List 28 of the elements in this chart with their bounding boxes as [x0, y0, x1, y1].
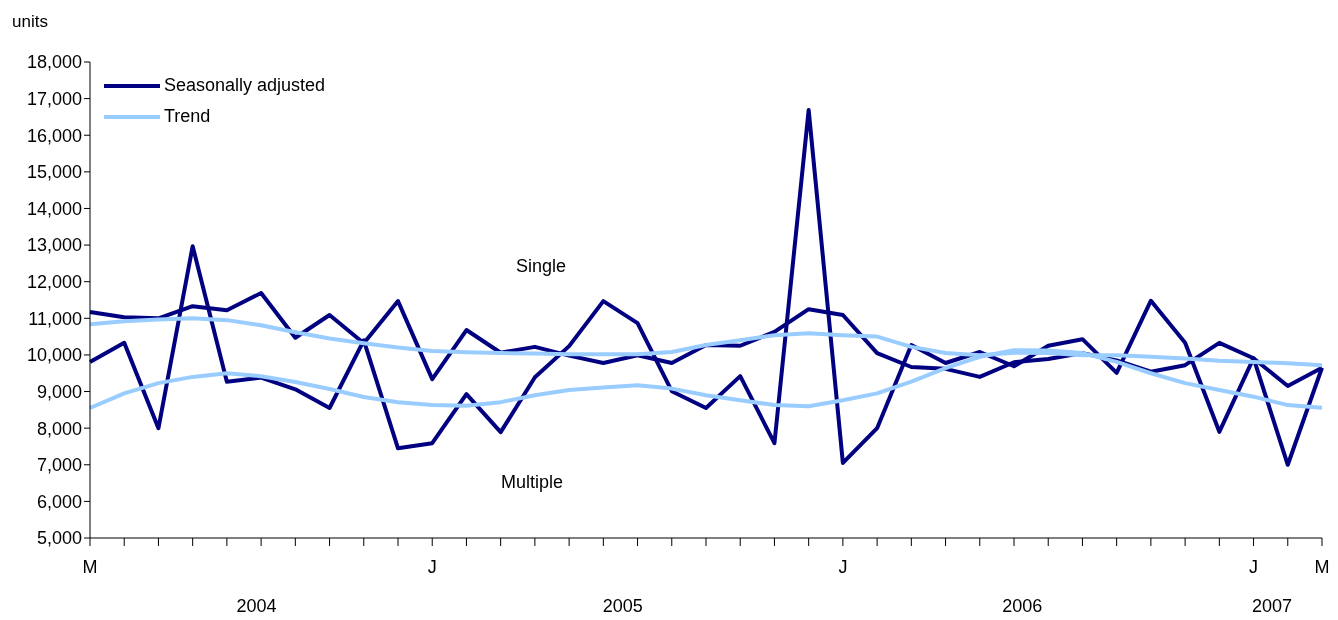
y-tick-label: 17,000 [26, 89, 82, 110]
legend-label: Seasonally adjusted [164, 75, 326, 96]
y-tick-label: 9,000 [36, 381, 82, 402]
text: 2006 [1002, 596, 1043, 617]
y-tick-label: 15,000 [26, 162, 82, 183]
x-tick-label: J [1249, 556, 1259, 577]
y-tick-label: 12,000 [26, 272, 82, 293]
y-tick-label: 18,000 [26, 52, 82, 73]
y-tick-label: 5,000 [36, 528, 82, 549]
x-tick-label: J [838, 556, 848, 577]
x-tick-label: J [427, 556, 437, 577]
x-tick-label: M [1314, 556, 1330, 577]
text: 2004 [236, 596, 277, 617]
text: 2005 [602, 596, 643, 617]
y-tick-label: 10,000 [26, 345, 82, 366]
y-tick-label: 7,000 [36, 455, 82, 476]
legend-label: Trend [164, 106, 211, 127]
y-tick-label: 16,000 [26, 125, 82, 146]
annotation: Single [516, 256, 567, 278]
text: 2007 [1252, 596, 1293, 617]
y-tick-label: 8,000 [36, 418, 82, 439]
y-axis-title: units [12, 12, 48, 32]
y-tick-label: 13,000 [26, 235, 82, 256]
x-tick-label: M [82, 556, 98, 577]
y-tick-label: 11,000 [28, 308, 82, 329]
annotation: Multiple [501, 472, 564, 494]
y-tick-label: 6,000 [36, 491, 82, 512]
y-tick-label: 14,000 [26, 198, 82, 219]
